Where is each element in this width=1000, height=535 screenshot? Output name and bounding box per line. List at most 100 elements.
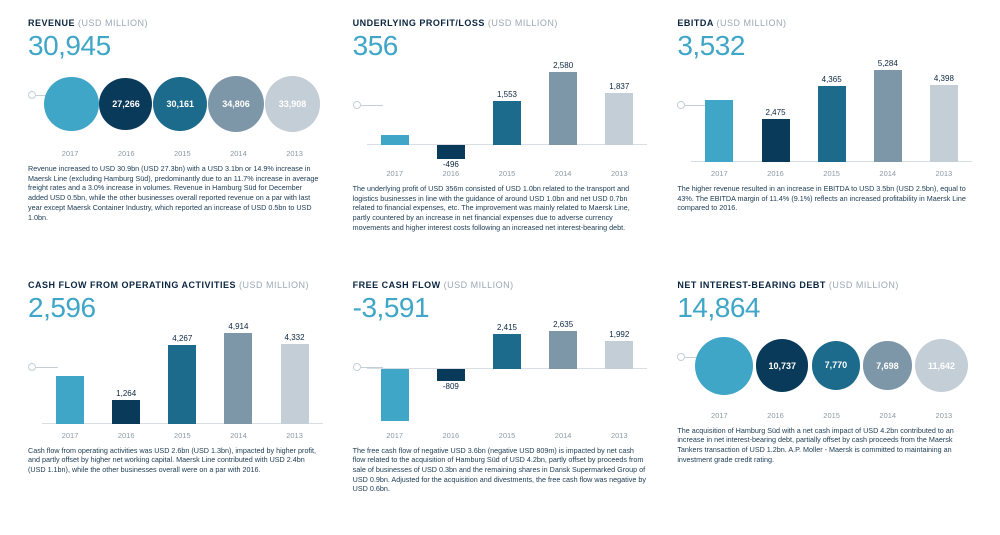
bar: 4,332 (267, 328, 323, 424)
bar: 2,635 (535, 328, 591, 424)
bar: 2,475 (747, 66, 803, 162)
tick-marker (677, 101, 685, 109)
panel-description: Cash flow from operating activities was … (28, 446, 323, 475)
title-unit: (USD million) (829, 280, 899, 290)
year-label: 2014 (860, 169, 916, 178)
bar-label: -496 (443, 160, 459, 169)
panel-description: The higher revenue resulted in an increa… (677, 184, 972, 213)
year-axis: 20172016201520142013 (28, 431, 323, 440)
headline-value: 2,596 (28, 292, 323, 324)
bar-label: 2,635 (553, 320, 573, 329)
year-axis: 20172016201520142013 (677, 411, 972, 420)
bubble: 34,806 (208, 76, 264, 132)
title-text: FREE CASH FLOW (353, 280, 444, 290)
bar: 4,914 (210, 328, 266, 424)
year-label: 2017 (691, 169, 747, 178)
year-label: 2013 (591, 431, 647, 440)
title-text: EBITDA (677, 18, 716, 28)
headline-value: 14,864 (677, 292, 972, 324)
bar-label: 1,264 (116, 389, 136, 398)
year-label: 2016 (747, 169, 803, 178)
year-label: 2016 (423, 169, 479, 178)
panel-ebitda: EBITDA (USD million)3,5322,4754,3655,284… (677, 18, 972, 256)
bar-label: 4,332 (285, 333, 305, 342)
bar: 1,264 (98, 328, 154, 424)
headline-value: -3,591 (353, 292, 648, 324)
year-label: 2015 (804, 411, 860, 420)
bubble-chart: 10,7377,7707,69811,642 (691, 328, 972, 404)
title-unit: (USD million) (239, 280, 309, 290)
year-label: 2015 (154, 431, 210, 440)
panel-cfops: CASH FLOW FROM OPERATING ACTIVITIES (USD… (28, 280, 323, 518)
bar-label: 4,398 (934, 74, 954, 83)
year-label: 2017 (367, 431, 423, 440)
bubble: 11,642 (915, 339, 969, 393)
year-axis: 20172016201520142013 (28, 149, 323, 158)
bar-label: -809 (443, 382, 459, 391)
tick-marker (28, 91, 36, 99)
year-label: 2015 (154, 149, 210, 158)
year-axis: 20172016201520142013 (353, 431, 648, 440)
year-label: 2016 (747, 411, 803, 420)
panel-title: NET INTEREST-BEARING DEBT (USD million) (677, 280, 972, 290)
year-label: 2016 (98, 149, 154, 158)
bubble: 10,737 (756, 339, 808, 391)
bar-label: 2,475 (766, 108, 786, 117)
panel-title: FREE CASH FLOW (USD million) (353, 280, 648, 290)
year-label: 2013 (591, 169, 647, 178)
bar: 1,553 (479, 66, 535, 162)
bubble: 7,698 (863, 341, 911, 389)
bubble-chart: 27,26630,16134,80633,908 (42, 66, 323, 142)
bubble (695, 337, 753, 395)
title-unit: (USD million) (717, 18, 787, 28)
bar (42, 328, 98, 424)
title-unit: (USD million) (488, 18, 558, 28)
panel-upl: UNDERLYING PROFIT/LOSS (USD million) 356 -… (353, 18, 648, 256)
bar-label: 4,914 (228, 322, 248, 331)
panel-description: The free cash flow of negative USD 3.6bn… (353, 446, 648, 495)
panel-title: EBITDA (USD million) (677, 18, 972, 28)
title-text: NET INTEREST-BEARING DEBT (677, 280, 829, 290)
title-text: REVENUE (28, 18, 78, 28)
tick-marker (353, 363, 361, 371)
bar: 1,992 (591, 328, 647, 424)
year-label: 2013 (916, 169, 972, 178)
year-label: 2014 (210, 149, 266, 158)
title-unit: (USD million) (444, 280, 514, 290)
year-label: 2015 (479, 431, 535, 440)
year-label: 2013 (267, 431, 323, 440)
year-label: 2015 (804, 169, 860, 178)
bar-label: 2,415 (497, 323, 517, 332)
tick-marker (677, 353, 685, 361)
year-label: 2013 (916, 411, 972, 420)
headline-value: 30,945 (28, 30, 323, 62)
bar-chart: -4961,5532,5801,837 (367, 66, 648, 162)
year-axis: 20172016201520142013 (677, 169, 972, 178)
year-axis: 20172016201520142013 (353, 169, 648, 178)
title-unit: (USD million) (78, 18, 148, 28)
panel-title: UNDERLYING PROFIT/LOSS (USD million) (353, 18, 648, 28)
bar (367, 66, 423, 162)
bubble: 27,266 (99, 78, 152, 131)
bar-label: 1,992 (609, 330, 629, 339)
bar-label: 4,267 (172, 334, 192, 343)
year-label: 2014 (860, 411, 916, 420)
bubble (44, 77, 98, 131)
headline-value: 3,532 (677, 30, 972, 62)
bar-chart: 2,4754,3655,2844,398 (691, 66, 972, 162)
bar-chart: -8092,4152,6351,992 (367, 328, 648, 424)
panel-description: The underlying profit of USD 356m consis… (353, 184, 648, 233)
bar: 1,837 (591, 66, 647, 162)
bar-label: 4,365 (822, 75, 842, 84)
year-label: 2017 (42, 149, 98, 158)
bar: -809 (423, 328, 479, 424)
year-label: 2013 (267, 149, 323, 158)
year-label: 2015 (479, 169, 535, 178)
bar-label: 1,837 (609, 82, 629, 91)
panel-description: The acquisition of Hamburg Süd with a ne… (677, 426, 972, 465)
title-text: CASH FLOW FROM OPERATING ACTIVITIES (28, 280, 239, 290)
bar-chart: 1,264 4,267 4,914 4,332 (42, 328, 323, 424)
bar: 4,365 (804, 66, 860, 162)
panel-fcf: FREE CASH FLOW (USD million) -3,591 -809 2,… (353, 280, 648, 518)
headline-value: 356 (353, 30, 648, 62)
